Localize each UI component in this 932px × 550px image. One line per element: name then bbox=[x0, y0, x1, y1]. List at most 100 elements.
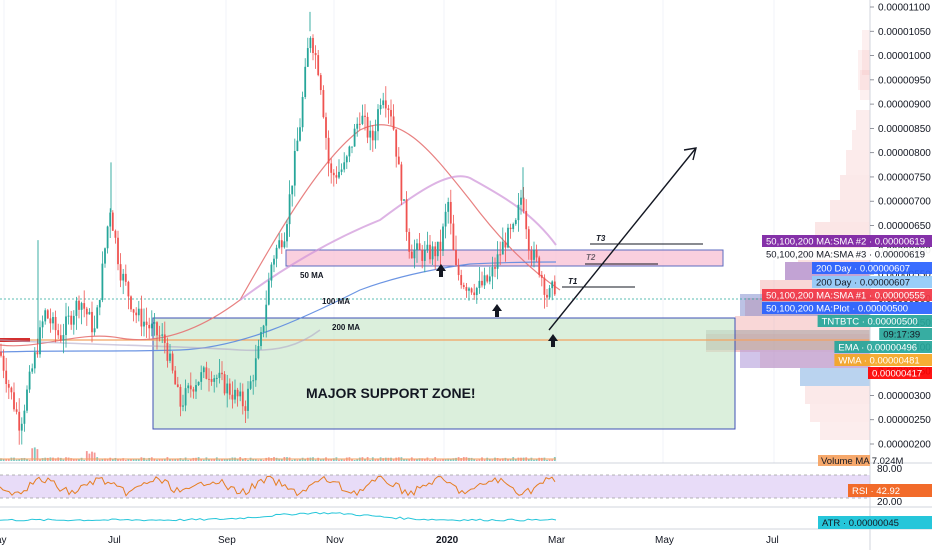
candle-body bbox=[153, 322, 156, 324]
atr-line bbox=[0, 511, 557, 522]
candle-body bbox=[208, 378, 210, 380]
candle-body bbox=[293, 150, 296, 186]
volume-bar bbox=[509, 458, 512, 461]
candle-body bbox=[80, 303, 83, 310]
atr-label: ATR bbox=[822, 518, 840, 529]
volume-bar bbox=[429, 459, 431, 461]
volume-bar bbox=[135, 459, 138, 461]
volume-bar bbox=[119, 458, 122, 461]
volume-bar bbox=[473, 458, 476, 461]
candle-body bbox=[283, 241, 286, 248]
candle-body bbox=[111, 212, 114, 231]
volume-bar bbox=[39, 459, 41, 461]
price-label-badge bbox=[812, 276, 932, 288]
candle-body bbox=[299, 127, 301, 141]
candle-body bbox=[117, 237, 119, 265]
candle-body bbox=[546, 294, 548, 298]
candle-body bbox=[452, 223, 455, 251]
candle-body bbox=[462, 285, 465, 288]
volume-bar bbox=[41, 458, 44, 461]
volume-bar bbox=[171, 459, 174, 461]
volume-bar bbox=[499, 458, 502, 461]
volume-bar bbox=[431, 459, 434, 461]
volume-bar bbox=[244, 458, 247, 461]
volume-bar bbox=[93, 452, 96, 461]
price-label-text: EMA · 0.00000496 bbox=[838, 343, 917, 354]
candle-body bbox=[270, 264, 273, 281]
candle-body bbox=[442, 226, 444, 251]
volume-bar bbox=[218, 459, 221, 461]
candle-body bbox=[371, 130, 374, 141]
candle-body bbox=[470, 288, 473, 293]
price-label-badges: 50,100,200 MA:SMA #2 · 0.00000619 50,100,… bbox=[762, 235, 932, 380]
volume-bar bbox=[340, 459, 343, 461]
candle-body bbox=[319, 75, 322, 91]
candle-body bbox=[348, 146, 351, 157]
volume-bar bbox=[161, 459, 164, 461]
volume-bar bbox=[20, 458, 23, 461]
volume-bar bbox=[546, 459, 548, 461]
candle-body bbox=[330, 163, 333, 173]
price-tick-label: 0.00000700 bbox=[878, 197, 931, 208]
candle-body bbox=[465, 287, 468, 291]
candle-body bbox=[306, 48, 309, 67]
candle-body bbox=[15, 409, 18, 412]
candle-body bbox=[286, 224, 288, 242]
candle-body bbox=[522, 197, 525, 212]
volume-bar bbox=[364, 458, 366, 461]
price-label-badge bbox=[762, 235, 932, 247]
candle-body bbox=[200, 372, 203, 382]
candle-body bbox=[439, 241, 442, 251]
volume-profile-bar bbox=[846, 150, 870, 175]
candle-body bbox=[2, 355, 5, 371]
candle-body bbox=[218, 372, 221, 378]
resistance-zone bbox=[285, 249, 724, 267]
price-label-text: 50,100,200 MA:SMA #1 · 0.00000555 bbox=[766, 291, 925, 302]
price-tick-label: 0.00000250 bbox=[878, 415, 931, 426]
candle-body bbox=[156, 322, 158, 336]
volume-bar bbox=[332, 458, 335, 461]
candle-body bbox=[390, 109, 392, 117]
ma50-label: 50 MA bbox=[300, 271, 324, 280]
candle-body bbox=[96, 307, 99, 329]
volume-bar bbox=[507, 458, 509, 461]
candle-body bbox=[254, 358, 257, 381]
candle-body bbox=[75, 300, 78, 316]
candle-body bbox=[397, 156, 400, 165]
price-tick-label: 0.00000650 bbox=[878, 221, 931, 232]
candle-body bbox=[231, 394, 234, 400]
t1-label: T1 bbox=[568, 277, 578, 286]
candle-body bbox=[179, 386, 182, 407]
volume-bar bbox=[403, 458, 405, 461]
up-arrow-icon bbox=[492, 304, 502, 317]
ma-curve-lavender bbox=[239, 175, 557, 301]
volume-bar bbox=[78, 458, 80, 461]
candle-body bbox=[18, 411, 21, 431]
candle-body bbox=[278, 240, 281, 248]
candle-body bbox=[364, 115, 366, 117]
candle-body bbox=[468, 288, 470, 291]
price-label-text: 200 Day · 0.00000607 bbox=[816, 278, 910, 289]
candle-body bbox=[488, 276, 491, 282]
volume-bar bbox=[85, 451, 88, 461]
candle-body bbox=[59, 335, 62, 341]
volume-bar bbox=[98, 459, 101, 461]
candle-body bbox=[514, 220, 517, 224]
volume-bar bbox=[257, 459, 260, 461]
candle-body bbox=[49, 318, 52, 324]
candle-body bbox=[33, 352, 36, 369]
volume-bar bbox=[106, 459, 109, 461]
volume-bar bbox=[200, 458, 203, 461]
volume-bar bbox=[31, 448, 34, 461]
time-axis: ay Jul Sep Nov 2020 Mar May Jul bbox=[0, 535, 779, 546]
volume-bar bbox=[280, 459, 283, 461]
time-tick-label: ay bbox=[0, 535, 7, 546]
volume-bar bbox=[91, 451, 93, 461]
candle-body bbox=[88, 311, 91, 315]
volume-bar bbox=[501, 458, 504, 461]
candle-body bbox=[527, 229, 530, 251]
candle-body bbox=[351, 146, 353, 148]
volume-bar bbox=[145, 459, 148, 461]
candle-body bbox=[273, 258, 275, 265]
volume-bar bbox=[236, 459, 239, 461]
